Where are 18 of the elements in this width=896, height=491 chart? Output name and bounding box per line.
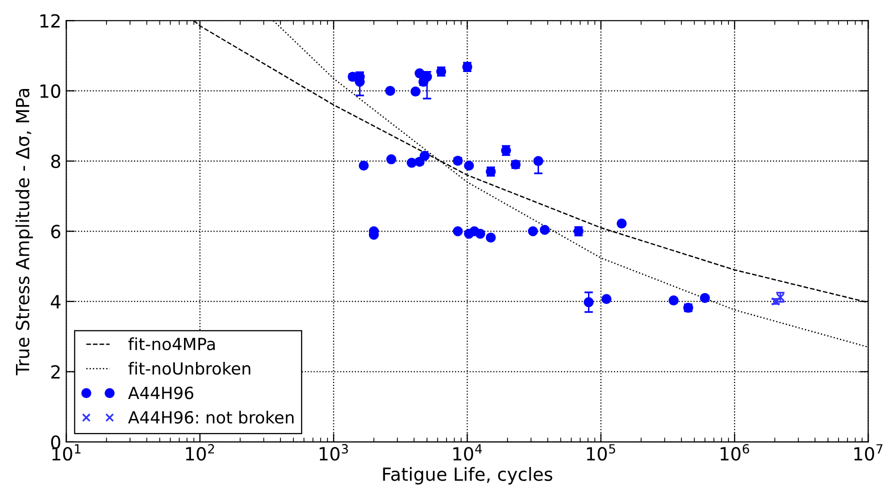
legend-label: A44H96 (128, 386, 194, 400)
x-tick-label: 10$^{7}$ (854, 444, 882, 461)
x-tick-label: 10$^{3}$ (320, 444, 348, 461)
y-tick-label: 10 (40, 84, 60, 98)
y-tick-label: 12 (40, 14, 60, 28)
y-tick-label: 8 (51, 154, 60, 168)
x-tick-label: 10$^{4}$ (453, 444, 482, 461)
x-tick-label: 10$^{2}$ (186, 444, 214, 461)
x-axis-title: Fatigue Life, cycles (383, 467, 552, 484)
y-axis-title: True Stress Amplitude - Δσ, MPa (15, 88, 33, 376)
legend-label: A44H96: not broken (128, 410, 294, 424)
x-tick-label: 10$^{6}$ (720, 444, 750, 461)
y-tick-label: 6 (51, 224, 60, 238)
x-tick-label: 10$^{5}$ (587, 444, 616, 461)
legend-label: fit-no4MPa (128, 337, 215, 350)
y-tick-label: 4 (50, 295, 60, 308)
y-tick-label: 2 (51, 365, 60, 379)
legend-label: fit-noUnbroken (128, 362, 250, 375)
